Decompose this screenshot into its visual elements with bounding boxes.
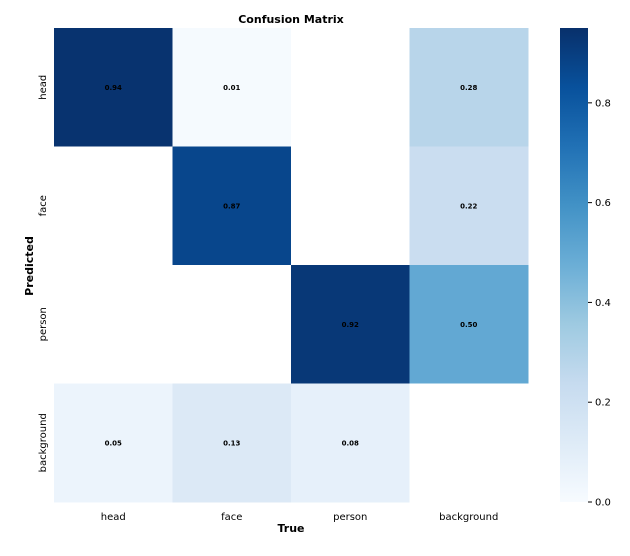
colorbar-tick-label: 0.4: [595, 298, 611, 309]
heatmap-cell: [172, 28, 292, 147]
colorbar-tick-label: 0.8: [595, 98, 611, 109]
heatmap-cell: [54, 383, 173, 503]
x-tick-label: person: [333, 512, 367, 523]
heatmap-cell: [172, 146, 292, 266]
heatmap-cell: [409, 28, 529, 147]
heatmap-cell: [291, 146, 410, 266]
heatmap-cell: [54, 28, 173, 147]
heatmap-cell: [291, 265, 410, 384]
heatmap-cell: [291, 383, 410, 503]
x-axis-label: True: [277, 522, 304, 535]
y-axis-label: Predicted: [23, 236, 36, 296]
y-tick-labels: head face person background: [38, 75, 49, 473]
cell-value-label: 0.08: [342, 439, 359, 447]
heatmap-cell: [291, 28, 410, 147]
x-tick-labels: head face person background: [101, 512, 499, 523]
x-tick-label: face: [221, 512, 242, 523]
colorbar-tick-label: 0.0: [595, 498, 611, 509]
heatmap-cell: [54, 146, 173, 266]
heatmap-cell: [172, 383, 292, 503]
cell-value-label: 0.13: [223, 439, 240, 447]
y-tick-label: person: [38, 307, 49, 341]
colorbar-tick-label: 0.2: [595, 398, 611, 409]
heatmap-cells: 0.94 0.01 0.28 0.87 0.22 0.92 0.50 0.05 0.13 0.08: [54, 28, 529, 503]
heatmap-cell: [54, 265, 173, 384]
colorbar: 0.0 0.2 0.4 0.6 0.8: [560, 28, 611, 509]
cell-value-label: 0.94: [105, 84, 122, 92]
cell-value-label: 0.28: [460, 84, 477, 92]
chart-title: Confusion Matrix: [238, 13, 344, 26]
cell-value-label: 0.05: [105, 439, 122, 447]
x-tick-label: background: [439, 512, 498, 523]
colorbar-gradient: [560, 28, 588, 502]
cell-value-label: 0.87: [223, 202, 240, 210]
heatmap-cell: [409, 265, 529, 384]
x-tick-label: head: [101, 512, 126, 523]
y-tick-label: head: [38, 75, 49, 100]
heatmap-cell: [172, 265, 292, 384]
y-tick-label: background: [38, 413, 49, 472]
cell-value-label: 0.22: [460, 202, 477, 210]
heatmap-cell: [409, 146, 529, 266]
heatmap-cell: [409, 383, 529, 503]
y-tick-label: face: [38, 195, 49, 216]
cell-value-label: 0.01: [223, 84, 240, 92]
cell-value-label: 0.92: [342, 321, 359, 329]
colorbar-tick-label: 0.6: [595, 198, 611, 209]
cell-value-label: 0.50: [460, 321, 477, 329]
